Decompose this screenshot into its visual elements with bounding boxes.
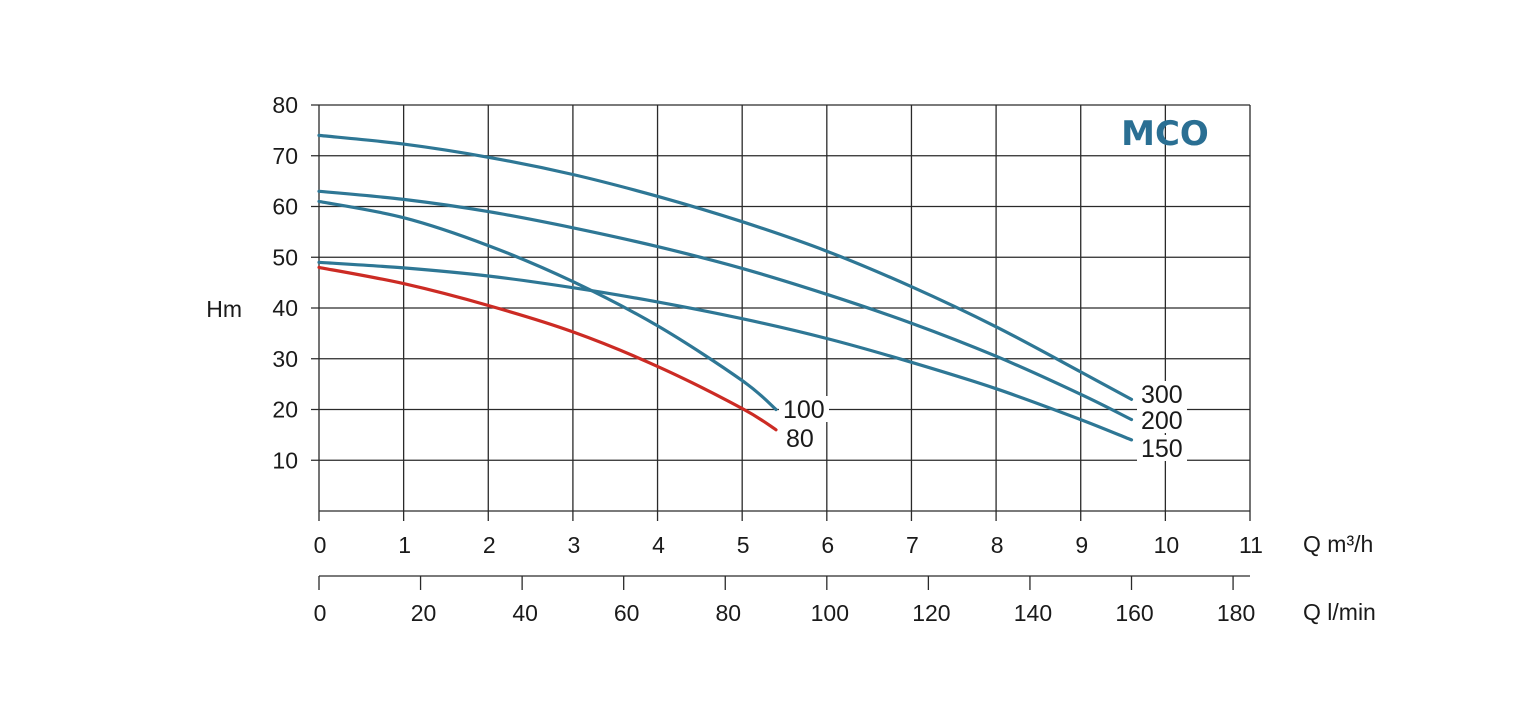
series-label-200: 200 [1141,407,1183,435]
x2-tick-label: 120 [912,600,950,626]
x-tick-label: 3 [568,532,581,558]
x2-axis-label: Q l/min [1303,599,1376,625]
y-tick-label: 30 [272,346,298,372]
y-tick-label: 20 [272,397,298,423]
series-curve-150 [317,260,1134,442]
x2-tick-label: 180 [1217,600,1255,626]
x-axis-label: Q m³/h [1303,531,1373,557]
x-tick-label: 0 [314,532,327,558]
x2-tick-label: 140 [1014,600,1052,626]
series-label-bg [1137,407,1187,433]
y-tick-label: 10 [272,447,298,473]
series-label-bg [782,425,818,451]
y-tick-label: 70 [272,143,298,169]
series-label-150: 150 [1141,435,1183,463]
series-label-80: 80 [786,425,814,453]
x2-tick-label: 20 [411,600,437,626]
x-tick-label: 7 [906,532,919,558]
series-curve-80 [317,265,778,432]
x2-tick-label: 0 [314,600,327,626]
x2-tick-label: 80 [715,600,741,626]
y-axis-label: Hm [206,296,242,322]
series-label-bg [779,396,829,422]
series-curves [317,133,1134,442]
x-tick-label: 5 [737,532,750,558]
x2-tick-label: 40 [512,600,538,626]
y-tick-label: 80 [272,92,298,118]
x-tick-label: 8 [991,532,1004,558]
x-tick-label: 2 [483,532,496,558]
y-tick-label: 50 [272,244,298,270]
series-label-100: 100 [783,396,825,424]
x-tick-label: 9 [1075,532,1088,558]
x-tick-label: 10 [1154,532,1180,558]
series-label-bg [1137,435,1187,461]
grid-lines [311,104,1251,590]
series-label-300: 300 [1141,381,1183,409]
x-tick-label: 6 [821,532,834,558]
x2-tick-label: 60 [614,600,640,626]
y-tick-label: 40 [272,295,298,321]
x-tick-label: 11 [1239,532,1263,558]
series-curve-300 [317,133,1134,401]
x-tick-label: 1 [398,532,411,558]
series-label-bg [1137,381,1187,407]
x-tick-label: 4 [652,532,665,558]
x2-tick-label: 100 [811,600,849,626]
chart-title: MCO [1121,114,1209,154]
series-curve-200 [317,189,1134,422]
y-tick-label: 60 [272,194,298,220]
x2-tick-label: 160 [1115,600,1153,626]
series-curve-100 [317,199,778,412]
